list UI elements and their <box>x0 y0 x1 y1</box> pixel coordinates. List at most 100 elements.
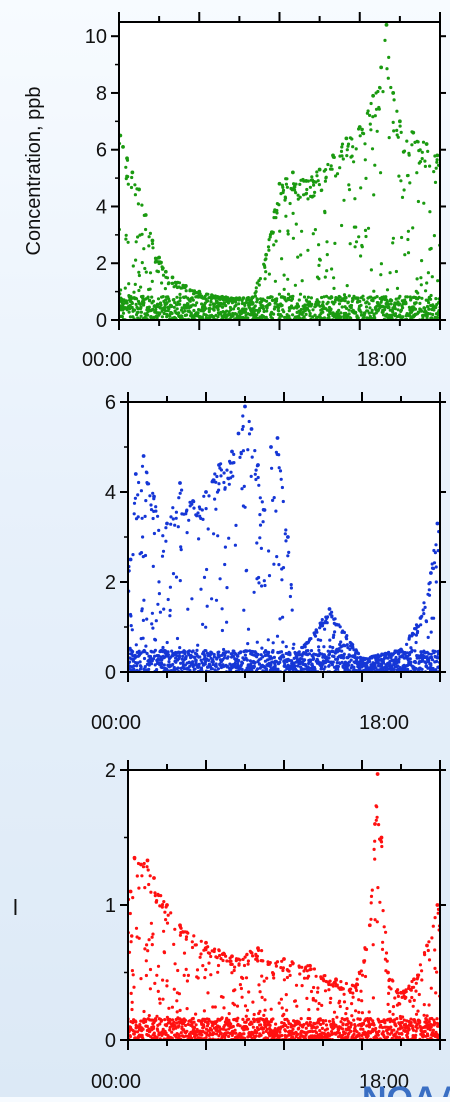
data-point <box>184 289 188 293</box>
data-point <box>260 584 264 588</box>
data-point <box>178 1008 182 1013</box>
data-point <box>395 109 399 113</box>
data-point <box>179 661 183 665</box>
data-point <box>434 543 438 547</box>
data-point <box>204 313 209 318</box>
data-point <box>288 653 292 657</box>
data-point <box>373 822 377 826</box>
data-point <box>197 308 201 312</box>
data-point <box>345 148 349 152</box>
data-point <box>191 649 195 653</box>
data-point <box>323 275 327 279</box>
data-point <box>345 154 349 158</box>
data-point <box>246 627 251 631</box>
data-point <box>176 968 180 973</box>
data-point <box>242 963 247 968</box>
data-point <box>173 962 177 966</box>
data-point <box>374 666 378 670</box>
data-point <box>172 942 176 947</box>
data-point <box>418 963 422 967</box>
data-point <box>352 1032 356 1036</box>
data-point <box>237 962 241 966</box>
data-point <box>178 491 182 495</box>
data-point <box>317 277 321 281</box>
data-point <box>144 644 148 648</box>
data-point <box>158 1037 162 1039</box>
data-point <box>121 311 126 315</box>
data-point <box>240 667 244 671</box>
data-point <box>344 1012 348 1016</box>
data-point <box>412 998 416 1003</box>
data-point <box>409 1017 413 1021</box>
data-point <box>262 307 266 311</box>
data-point <box>338 642 342 647</box>
data-point <box>291 236 295 240</box>
data-point <box>229 476 233 480</box>
data-point <box>201 622 205 627</box>
data-point <box>286 232 290 236</box>
data-point <box>316 986 320 990</box>
data-point <box>142 247 146 251</box>
data-point <box>165 984 169 988</box>
data-point <box>164 918 168 922</box>
data-point <box>170 275 175 280</box>
data-point <box>218 304 222 308</box>
data-point <box>129 1034 132 1039</box>
data-point <box>435 315 439 319</box>
data-point <box>371 1019 375 1023</box>
data-point <box>427 958 432 962</box>
data-point <box>303 645 307 649</box>
data-point <box>326 162 330 167</box>
data-point <box>224 1033 228 1037</box>
data-point <box>327 656 331 660</box>
data-point <box>326 300 330 304</box>
data-point <box>206 1022 210 1026</box>
data-point <box>372 1023 376 1027</box>
data-point <box>140 607 144 611</box>
data-point <box>324 294 329 298</box>
data-point <box>139 310 143 314</box>
data-point <box>252 1019 256 1024</box>
data-point <box>437 924 439 928</box>
data-point <box>262 309 266 314</box>
data-point <box>330 610 334 614</box>
data-point <box>396 991 400 995</box>
data-point <box>293 185 297 189</box>
data-point <box>328 311 332 316</box>
data-point <box>299 1017 303 1021</box>
data-point <box>408 634 412 638</box>
data-point <box>304 312 308 316</box>
data-point <box>153 648 157 653</box>
data-point <box>261 304 265 308</box>
data-point <box>318 304 322 308</box>
data-point <box>181 660 185 664</box>
data-point <box>140 261 144 265</box>
y-axis-label: Concentration, ppb <box>23 86 45 255</box>
data-point <box>404 990 408 994</box>
data-point <box>435 1017 439 1021</box>
data-point <box>216 534 220 538</box>
data-point <box>342 293 347 297</box>
data-point <box>354 1038 358 1039</box>
data-point <box>191 298 195 302</box>
data-point <box>410 670 413 671</box>
data-point <box>397 119 402 124</box>
data-point <box>280 257 284 261</box>
data-point <box>300 965 304 969</box>
data-point <box>230 449 234 454</box>
data-point <box>213 472 217 476</box>
data-point <box>355 658 359 662</box>
data-point <box>234 300 238 304</box>
data-point <box>266 1037 270 1039</box>
data-point <box>267 272 271 276</box>
data-point <box>387 991 391 996</box>
data-point <box>308 311 312 316</box>
data-point <box>198 655 202 659</box>
data-point <box>356 296 360 300</box>
data-point <box>264 270 268 274</box>
data-point <box>265 309 269 313</box>
data-point <box>246 1027 250 1031</box>
y-tick-label: 8 <box>96 83 107 105</box>
data-point <box>427 652 431 656</box>
data-point <box>243 955 247 959</box>
